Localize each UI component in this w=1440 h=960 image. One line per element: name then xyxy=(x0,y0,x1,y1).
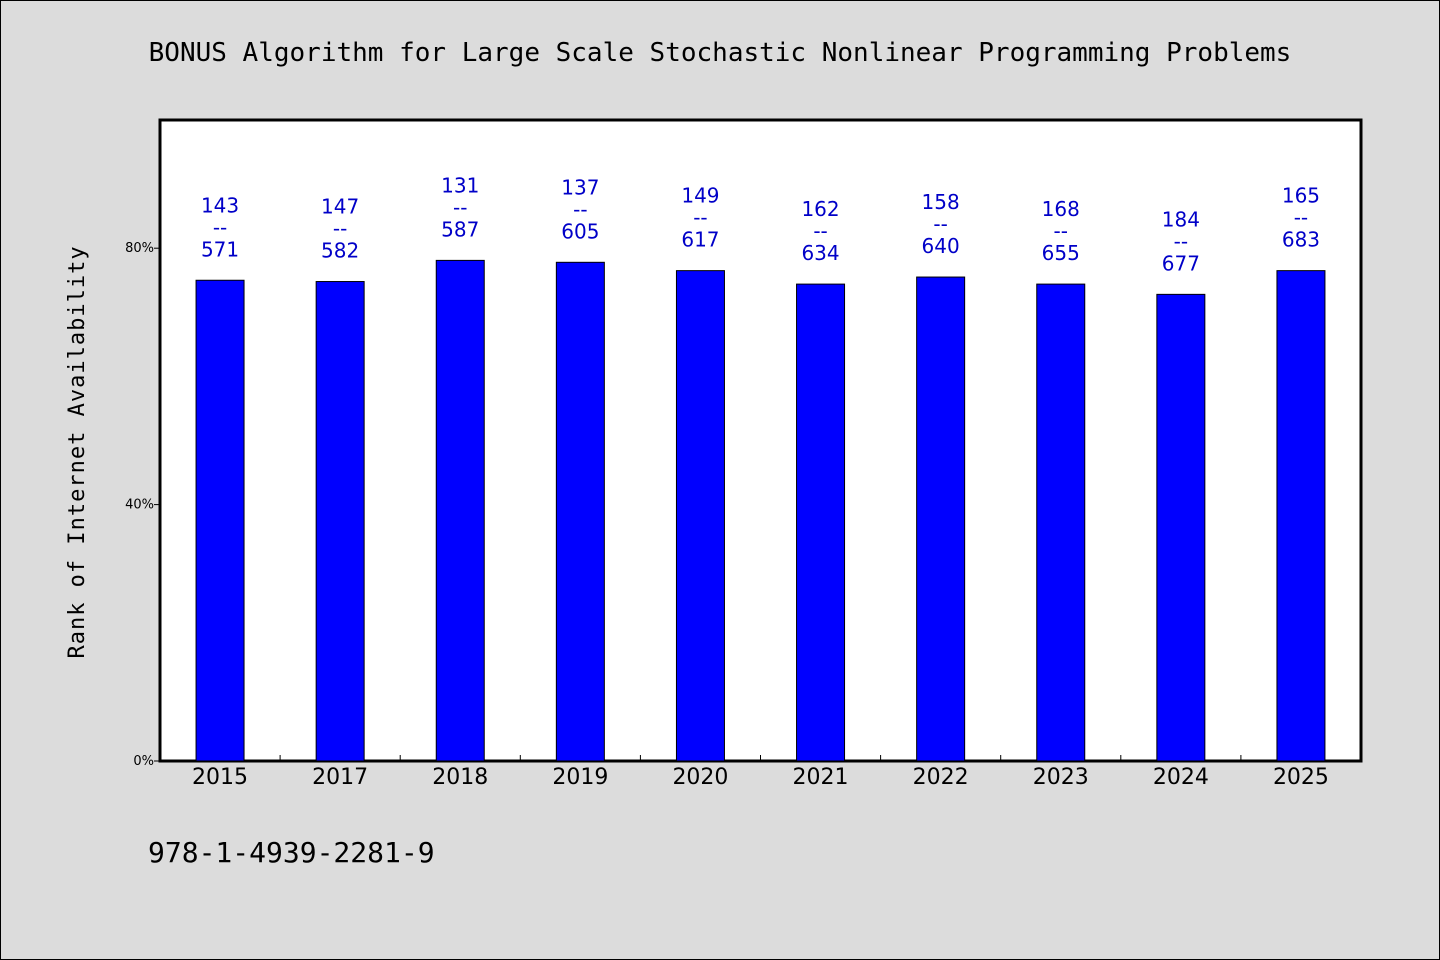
data-label: 162 xyxy=(801,197,839,221)
y-tick-label: 40% xyxy=(125,498,154,513)
data-label: 655 xyxy=(1042,241,1080,265)
data-label: -- xyxy=(1054,219,1068,243)
x-tick-label: 2022 xyxy=(913,765,969,790)
y-tick-label: 80% xyxy=(125,241,154,256)
data-label: 137 xyxy=(561,175,599,199)
data-label: 184 xyxy=(1162,207,1200,231)
data-label: -- xyxy=(813,219,827,243)
bar xyxy=(1276,270,1326,762)
data-label: -- xyxy=(693,206,707,230)
bar xyxy=(1156,293,1206,762)
data-label: 617 xyxy=(681,228,719,252)
data-label: 683 xyxy=(1282,228,1320,252)
y-axis-ticks: 0% 40% 80% xyxy=(125,241,160,769)
bar xyxy=(1036,283,1086,762)
x-tick-label: 2021 xyxy=(793,765,849,790)
data-label: 605 xyxy=(561,219,599,243)
x-tick-label: 2018 xyxy=(432,765,488,790)
data-label: 168 xyxy=(1042,197,1080,221)
data-labels-group: 143--571147--582131--587137--605149--617… xyxy=(201,173,1320,275)
bar xyxy=(315,281,365,762)
x-axis-ticks: 2015 2017 2018 2019 2020 2021 2022 2023 2024 2025 xyxy=(192,755,1329,790)
data-label: 640 xyxy=(922,234,960,258)
x-tick-label: 2024 xyxy=(1153,765,1209,790)
data-label: 147 xyxy=(321,195,359,219)
bar xyxy=(435,259,485,762)
data-label: 131 xyxy=(441,173,479,197)
data-label: 677 xyxy=(1162,251,1200,275)
data-label: 149 xyxy=(681,184,719,208)
x-tick-label: 2020 xyxy=(672,765,728,790)
data-label: 634 xyxy=(801,241,839,265)
chart-title: BONUS Algorithm for Large Scale Stochast… xyxy=(149,38,1292,68)
bar xyxy=(796,283,846,762)
data-label: 587 xyxy=(441,217,479,241)
data-label: 143 xyxy=(201,193,239,217)
data-label: 571 xyxy=(201,237,239,261)
data-label: 158 xyxy=(922,190,960,214)
x-tick-label: 2019 xyxy=(552,765,608,790)
bar xyxy=(555,261,605,762)
data-label: -- xyxy=(333,217,347,241)
bar xyxy=(675,270,725,762)
x-tick-label: 2023 xyxy=(1033,765,1089,790)
data-label: 582 xyxy=(321,239,359,263)
data-label: -- xyxy=(453,195,467,219)
data-label: -- xyxy=(1294,206,1308,230)
data-label: 165 xyxy=(1282,184,1320,208)
isbn-text: 978-1-4939-2281-9 xyxy=(148,836,435,869)
data-label: -- xyxy=(573,197,587,221)
bar xyxy=(916,276,966,762)
y-axis-label: Rank of Internet Availability xyxy=(65,245,90,658)
data-label: -- xyxy=(1174,229,1188,253)
x-tick-label: 2017 xyxy=(312,765,368,790)
bar xyxy=(195,279,245,762)
data-label: -- xyxy=(213,215,227,239)
data-label: -- xyxy=(933,212,947,236)
x-tick-label: 2025 xyxy=(1273,765,1329,790)
y-tick-label: 0% xyxy=(133,754,154,769)
x-tick-label: 2015 xyxy=(192,765,248,790)
bars-group xyxy=(195,259,1326,762)
